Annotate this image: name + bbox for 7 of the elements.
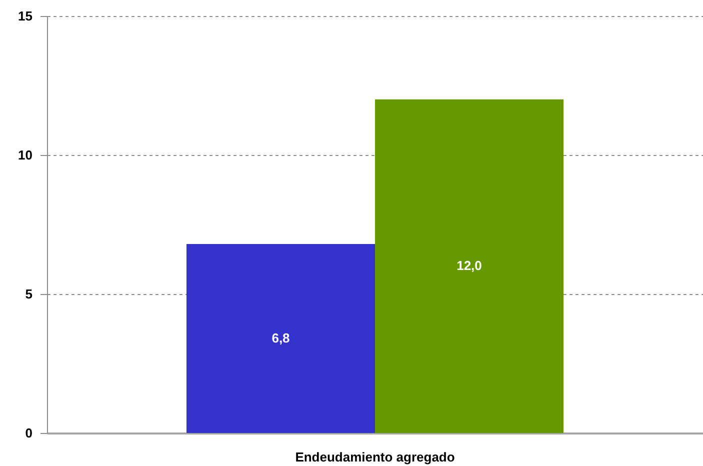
x-tick-label: Endeudamiento agregado [295,450,455,464]
y-tick-label: 15 [18,8,32,24]
y-tick-label: 10 [18,148,32,162]
data-label: 6,8 [272,330,290,346]
data-label: 12,0 [456,258,482,274]
y-tick-label: 0 [25,426,32,440]
y-tick-label: 5 [25,286,32,302]
